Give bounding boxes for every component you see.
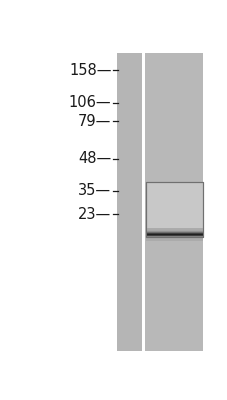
Text: 106—: 106— <box>69 95 111 110</box>
Bar <box>145 235 202 236</box>
Bar <box>145 230 202 231</box>
Bar <box>145 234 202 235</box>
Bar <box>145 231 202 232</box>
Bar <box>145 229 202 230</box>
Bar <box>145 233 202 234</box>
Bar <box>141 53 145 351</box>
Bar <box>145 237 202 238</box>
Bar <box>145 228 202 229</box>
Bar <box>116 53 141 351</box>
Bar <box>145 236 202 237</box>
Bar <box>145 182 202 238</box>
Text: 158—: 158— <box>69 63 111 78</box>
Bar <box>145 53 202 351</box>
Text: 48—: 48— <box>78 151 111 166</box>
Bar <box>145 238 202 239</box>
Bar <box>145 229 202 230</box>
Bar <box>145 182 202 238</box>
Bar <box>145 239 202 240</box>
Text: 79—: 79— <box>78 114 111 129</box>
Text: 23—: 23— <box>78 207 111 222</box>
Text: 35—: 35— <box>78 183 111 198</box>
Bar <box>145 232 202 233</box>
